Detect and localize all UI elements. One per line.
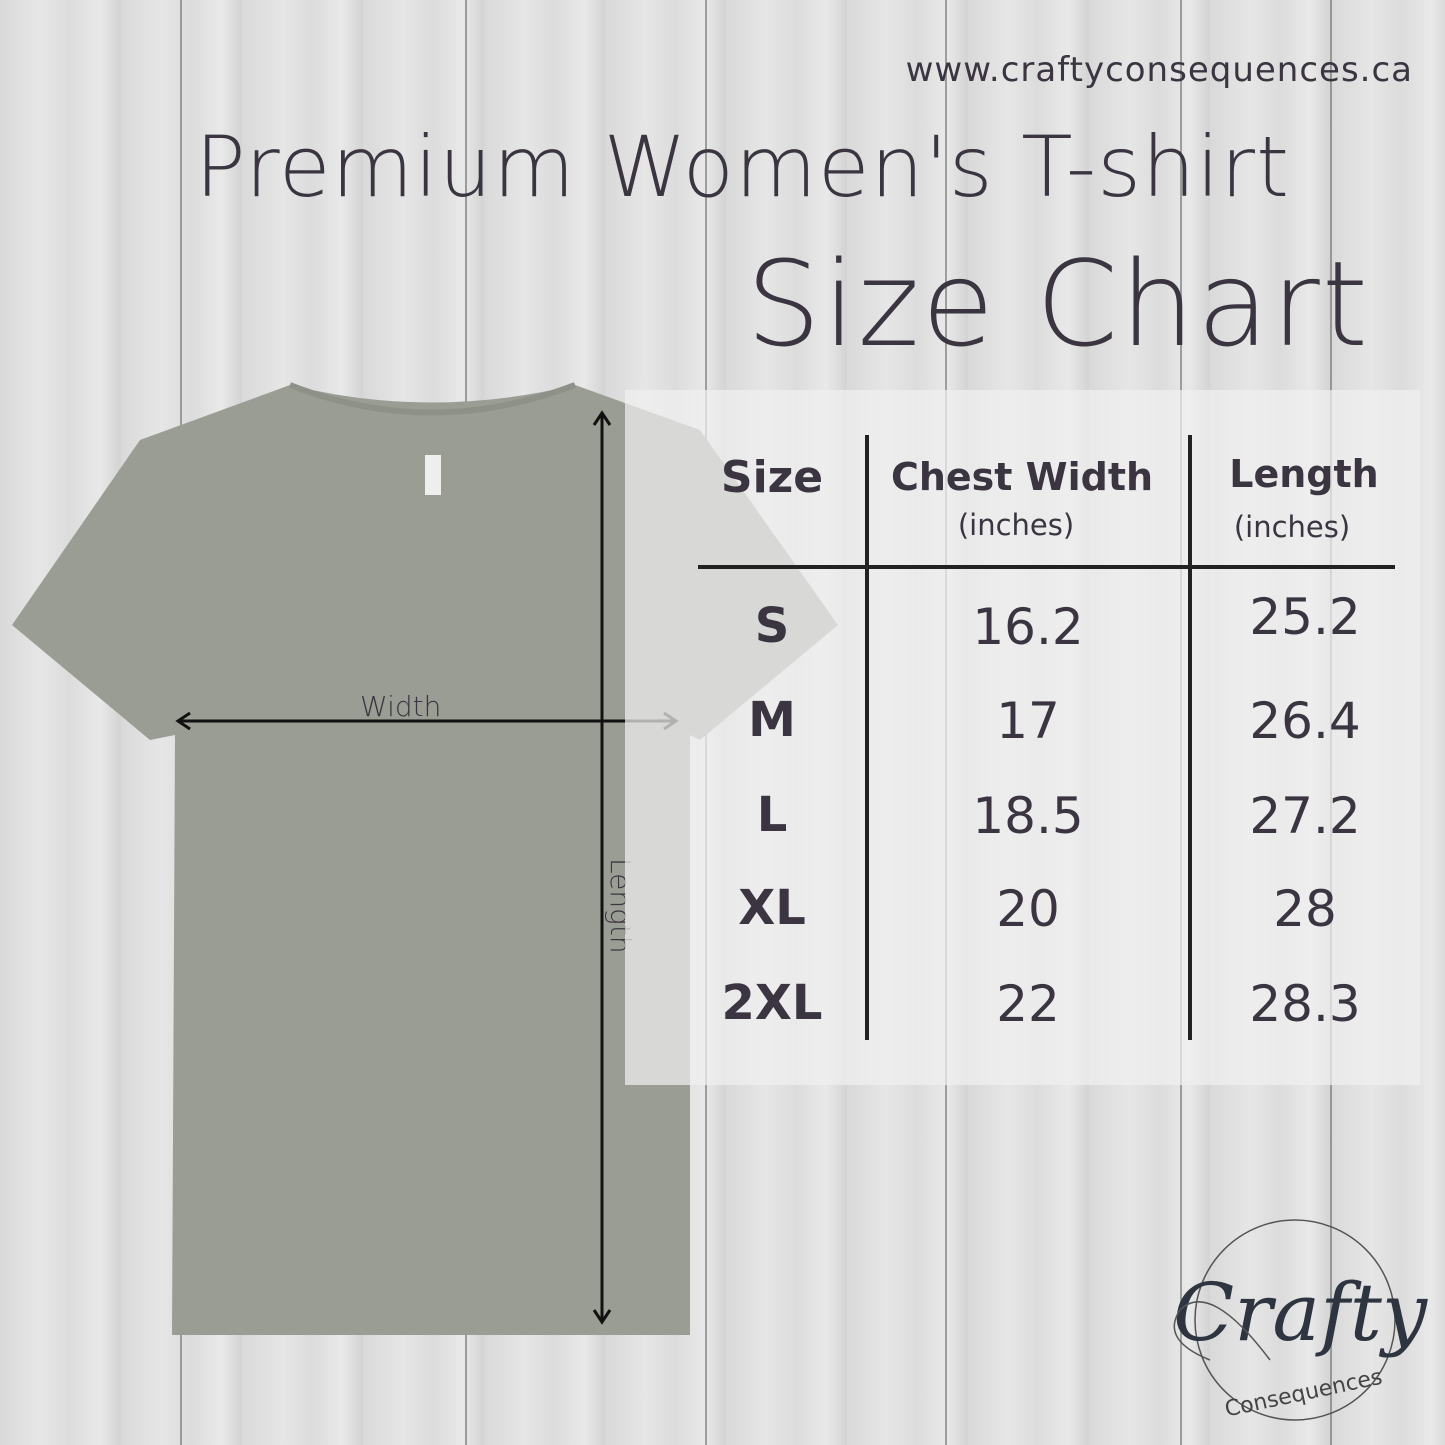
header-length-unit: (inches) <box>1233 510 1351 544</box>
cell-size: XL <box>738 880 806 936</box>
header-length: Length <box>1229 452 1379 496</box>
page-title: Premium Women's T-shirt <box>195 118 1291 216</box>
width-label: Width <box>360 690 442 723</box>
cell-size: M <box>748 692 796 748</box>
length-arrow <box>592 410 612 1325</box>
website-url: www.craftyconsequences.ca <box>905 50 1413 90</box>
cell-size: S <box>754 598 790 654</box>
tshirt-collar <box>288 382 577 416</box>
header-chest: Chest Width <box>890 455 1154 499</box>
tshirt-label <box>425 455 441 495</box>
cell-size: 2XL <box>721 975 823 1031</box>
size-table-panel <box>625 390 1420 1085</box>
header-chest-unit: (inches) <box>957 508 1075 542</box>
cell-length: 28.3 <box>1249 975 1361 1033</box>
header-divider <box>698 565 1395 569</box>
cell-length: 26.4 <box>1249 692 1361 750</box>
header-size: Size <box>720 452 824 503</box>
cell-length: 28 <box>1273 880 1337 938</box>
cell-size: L <box>756 787 788 843</box>
page-subtitle: Size Chart <box>745 235 1370 373</box>
cell-chest: 16.2 <box>972 598 1084 656</box>
svg-text:Consequences: Consequences <box>1223 1365 1385 1423</box>
cell-length: 27.2 <box>1249 787 1361 845</box>
cell-chest: 17 <box>996 692 1060 750</box>
column-divider <box>1188 435 1192 1040</box>
column-divider <box>865 435 869 1040</box>
crafty-consequences-logo: Crafty Consequences <box>1173 1219 1429 1423</box>
cell-chest: 20 <box>996 880 1060 938</box>
cell-chest: 18.5 <box>972 787 1084 845</box>
cell-chest: 22 <box>996 975 1060 1033</box>
cell-length: 25.2 <box>1249 588 1361 646</box>
svg-text:Crafty: Crafty <box>1173 1266 1429 1359</box>
